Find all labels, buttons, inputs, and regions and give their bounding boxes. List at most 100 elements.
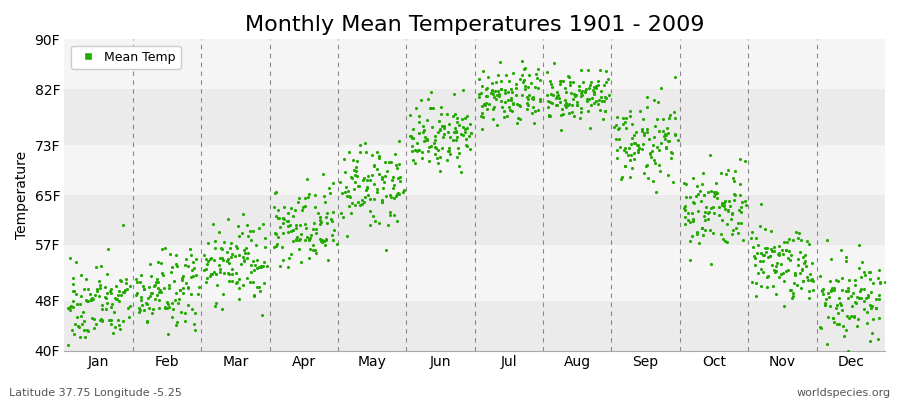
Point: [814, 324, 828, 331]
Point: [177, 309, 192, 316]
Point: [385, 176, 400, 183]
Point: [752, 223, 767, 229]
Point: [847, 312, 861, 319]
Point: [111, 317, 125, 323]
Point: [718, 171, 733, 177]
Point: [698, 227, 713, 233]
Point: [580, 96, 595, 103]
Point: [571, 99, 585, 106]
Point: [686, 216, 700, 222]
Point: [663, 112, 678, 118]
Point: [268, 190, 283, 196]
Point: [739, 201, 753, 208]
Point: [271, 207, 285, 214]
Point: [703, 226, 717, 233]
Point: [233, 261, 248, 267]
Point: [695, 181, 709, 187]
Point: [801, 276, 815, 283]
Point: [449, 134, 464, 140]
Point: [640, 104, 654, 111]
Point: [363, 222, 377, 229]
Point: [851, 295, 866, 302]
Point: [511, 115, 526, 121]
Point: [473, 113, 488, 119]
Point: [273, 262, 287, 269]
Point: [366, 163, 381, 169]
Point: [486, 91, 500, 97]
Point: [319, 237, 333, 243]
Point: [365, 212, 380, 219]
Point: [858, 272, 872, 278]
Point: [748, 254, 762, 261]
Point: [247, 279, 261, 285]
Point: [658, 131, 672, 138]
Point: [303, 246, 318, 252]
Point: [308, 204, 322, 210]
Point: [623, 156, 637, 163]
Point: [657, 135, 671, 142]
Point: [357, 199, 372, 205]
Point: [661, 129, 675, 136]
Point: [418, 137, 433, 143]
Point: [266, 204, 281, 210]
Point: [618, 149, 633, 156]
Point: [550, 93, 564, 99]
Point: [570, 102, 584, 108]
Point: [773, 260, 788, 267]
Point: [586, 91, 600, 98]
Point: [860, 294, 875, 300]
Point: [319, 236, 333, 242]
Point: [562, 101, 577, 107]
Point: [284, 251, 299, 257]
Point: [650, 144, 664, 150]
Point: [573, 67, 588, 74]
Point: [452, 150, 466, 156]
Point: [559, 88, 573, 95]
Point: [769, 269, 783, 275]
Point: [250, 265, 265, 271]
Point: [148, 279, 163, 286]
Point: [521, 96, 535, 102]
Point: [252, 225, 266, 231]
Point: [324, 232, 338, 238]
Point: [109, 282, 123, 289]
Point: [652, 147, 666, 153]
Point: [757, 252, 771, 258]
Point: [508, 84, 523, 91]
Point: [772, 252, 787, 258]
Point: [113, 278, 128, 284]
Point: [426, 105, 440, 112]
Point: [767, 247, 781, 254]
Point: [292, 237, 306, 244]
Point: [857, 306, 871, 312]
Point: [143, 260, 157, 267]
Point: [520, 84, 535, 90]
Point: [181, 285, 195, 292]
Point: [270, 241, 284, 247]
Point: [274, 244, 289, 250]
Point: [423, 105, 437, 112]
Point: [433, 168, 447, 174]
Point: [463, 146, 477, 152]
Point: [314, 218, 328, 225]
Point: [653, 168, 668, 174]
Point: [515, 92, 529, 98]
Point: [480, 106, 494, 112]
Point: [406, 157, 420, 163]
Point: [170, 263, 184, 269]
Point: [290, 234, 304, 240]
Point: [162, 304, 176, 310]
Point: [377, 179, 392, 186]
Point: [632, 145, 646, 151]
Point: [220, 216, 235, 222]
Point: [842, 288, 856, 295]
Point: [207, 269, 221, 275]
Point: [165, 264, 179, 271]
Point: [722, 198, 736, 204]
Point: [727, 178, 742, 184]
Point: [274, 224, 288, 230]
Point: [167, 297, 182, 304]
Point: [528, 108, 543, 114]
Point: [242, 279, 256, 285]
Point: [77, 327, 92, 333]
